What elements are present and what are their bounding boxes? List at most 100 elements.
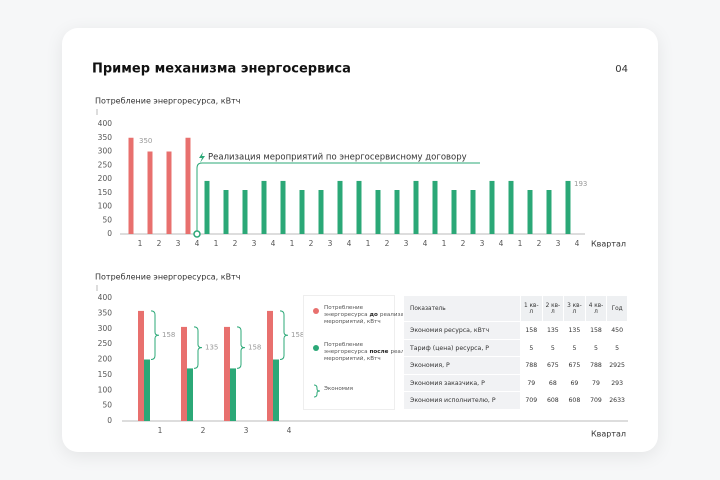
x-axis-label: Квартал bbox=[591, 430, 626, 439]
x-tick-label: 3 bbox=[404, 239, 409, 248]
x-tick-label: 3 bbox=[244, 426, 249, 435]
y-tick-label: 400 bbox=[98, 119, 113, 128]
bar bbox=[267, 310, 273, 421]
bar bbox=[527, 190, 533, 234]
legend-emphasis: до bbox=[369, 311, 378, 318]
bar bbox=[128, 137, 134, 234]
y-axis-label: Потребление энергоресурса, кВтч bbox=[95, 273, 240, 282]
bar bbox=[299, 190, 305, 234]
y-tick-label: 150 bbox=[98, 370, 113, 379]
table-cell: 68 bbox=[541, 373, 565, 393]
value-label: 350 bbox=[139, 137, 152, 145]
table-cell: Экономия ресурса, кВтч bbox=[403, 321, 521, 340]
bar bbox=[242, 190, 248, 234]
table-cell: 69 bbox=[563, 373, 586, 393]
table-header-cell: 4 кв-л bbox=[584, 294, 608, 323]
bar bbox=[546, 190, 552, 234]
lightning-icon bbox=[199, 152, 205, 163]
bar bbox=[230, 368, 236, 421]
saving-brace bbox=[193, 326, 203, 369]
legend-dot bbox=[313, 308, 319, 314]
page-number: 04 bbox=[615, 64, 628, 75]
x-tick-label: 1 bbox=[214, 239, 219, 248]
table-header-cell: 2 кв-л bbox=[541, 294, 565, 323]
legend-item: Потребление энергоресурса до реализации ме… bbox=[313, 305, 415, 326]
brace-icon bbox=[313, 384, 321, 398]
y-tick-label: 300 bbox=[98, 147, 113, 156]
legend: Потребление энергоресурса до реализации ме… bbox=[303, 295, 426, 410]
y-tick-label: 50 bbox=[102, 401, 112, 410]
saving-label: 135 bbox=[205, 344, 218, 352]
x-tick-label: 2 bbox=[309, 239, 314, 248]
x-tick-label: 2 bbox=[157, 239, 162, 248]
table-cell: 135 bbox=[541, 321, 565, 340]
x-tick-label: 3 bbox=[328, 239, 333, 248]
value-label: 193 bbox=[574, 180, 587, 188]
table-cell: 5 bbox=[520, 338, 543, 358]
x-tick-label: 3 bbox=[556, 239, 561, 248]
table-cell: 158 bbox=[584, 321, 608, 340]
y-tick-label: 300 bbox=[98, 324, 113, 333]
y-tick-label: 250 bbox=[98, 339, 113, 348]
table-row: Экономия ресурса, кВтч 158 135 135 158 450 bbox=[403, 321, 628, 340]
table-cell: Тариф (цена) ресурса, Р bbox=[403, 338, 521, 358]
x-tick-label: 4 bbox=[287, 426, 292, 435]
legend-item: Экономия bbox=[313, 384, 390, 398]
table-cell: 2633 bbox=[606, 391, 628, 410]
table-cell: 293 bbox=[606, 373, 628, 393]
x-tick-label: 1 bbox=[366, 239, 371, 248]
y-tick-label: 0 bbox=[107, 416, 112, 425]
table-cell: 675 bbox=[563, 356, 586, 375]
bar bbox=[204, 180, 210, 234]
y-tick-label: 400 bbox=[98, 293, 113, 302]
y-tick-label: 200 bbox=[98, 355, 113, 364]
table-cell: 788 bbox=[520, 356, 543, 375]
table-cell: 608 bbox=[541, 391, 565, 410]
table-header-cell: Показатель bbox=[403, 294, 521, 323]
bar bbox=[451, 190, 457, 234]
bar bbox=[166, 151, 172, 234]
table-cell: 79 bbox=[520, 373, 543, 393]
y-tick-label: 50 bbox=[102, 215, 112, 224]
table-cell: 5 bbox=[584, 338, 608, 358]
table-cell: 709 bbox=[584, 391, 608, 410]
bar bbox=[273, 359, 279, 421]
table-cell: 675 bbox=[541, 356, 565, 375]
table-cell: 5 bbox=[541, 338, 565, 358]
saving-label: 158 bbox=[248, 344, 261, 352]
y-tick-label: 100 bbox=[98, 202, 113, 211]
x-tick-label: 2 bbox=[537, 239, 542, 248]
legend-text: Экономия bbox=[324, 386, 354, 392]
table-cell: 79 bbox=[584, 373, 608, 393]
bar bbox=[489, 180, 495, 234]
table-cell: Экономия, Р bbox=[403, 356, 521, 375]
legend-brace bbox=[313, 384, 321, 398]
x-tick-label: 2 bbox=[385, 239, 390, 248]
y-axis-label: Потребление энергоресурса, кВтч bbox=[95, 97, 240, 106]
saving-brace bbox=[236, 326, 246, 369]
y-tick-label: 250 bbox=[98, 160, 113, 169]
bar bbox=[187, 368, 193, 421]
x-tick-label: 4 bbox=[499, 239, 504, 248]
bar bbox=[223, 190, 229, 234]
x-tick-label: 4 bbox=[423, 239, 428, 248]
bar bbox=[318, 190, 324, 234]
data-table: Показатель 1 кв-л 2 кв-л 3 кв-л 4 кв-л Год Эко… bbox=[403, 294, 628, 410]
x-tick-label: 1 bbox=[442, 239, 447, 248]
x-tick-label: 1 bbox=[138, 239, 143, 248]
x-tick-label: 2 bbox=[233, 239, 238, 248]
x-tick-label: 2 bbox=[461, 239, 466, 248]
table-header-cell: 3 кв-л bbox=[563, 294, 586, 323]
table-cell: 2925 bbox=[606, 356, 628, 375]
table-cell: 158 bbox=[520, 321, 543, 340]
bar bbox=[394, 190, 400, 234]
saving-label: 158 bbox=[291, 331, 304, 339]
x-tick-label: 1 bbox=[518, 239, 523, 248]
annotation: Реализация мероприятий по энергосервисно… bbox=[208, 153, 467, 163]
legend-item: Потребление энергоресурсапослереализации… bbox=[313, 342, 426, 363]
bar bbox=[470, 190, 476, 234]
bar bbox=[508, 180, 514, 234]
legend-emphasis: после bbox=[369, 348, 389, 355]
x-tick-label: 3 bbox=[176, 239, 181, 248]
y-tick-label: 350 bbox=[98, 133, 113, 142]
